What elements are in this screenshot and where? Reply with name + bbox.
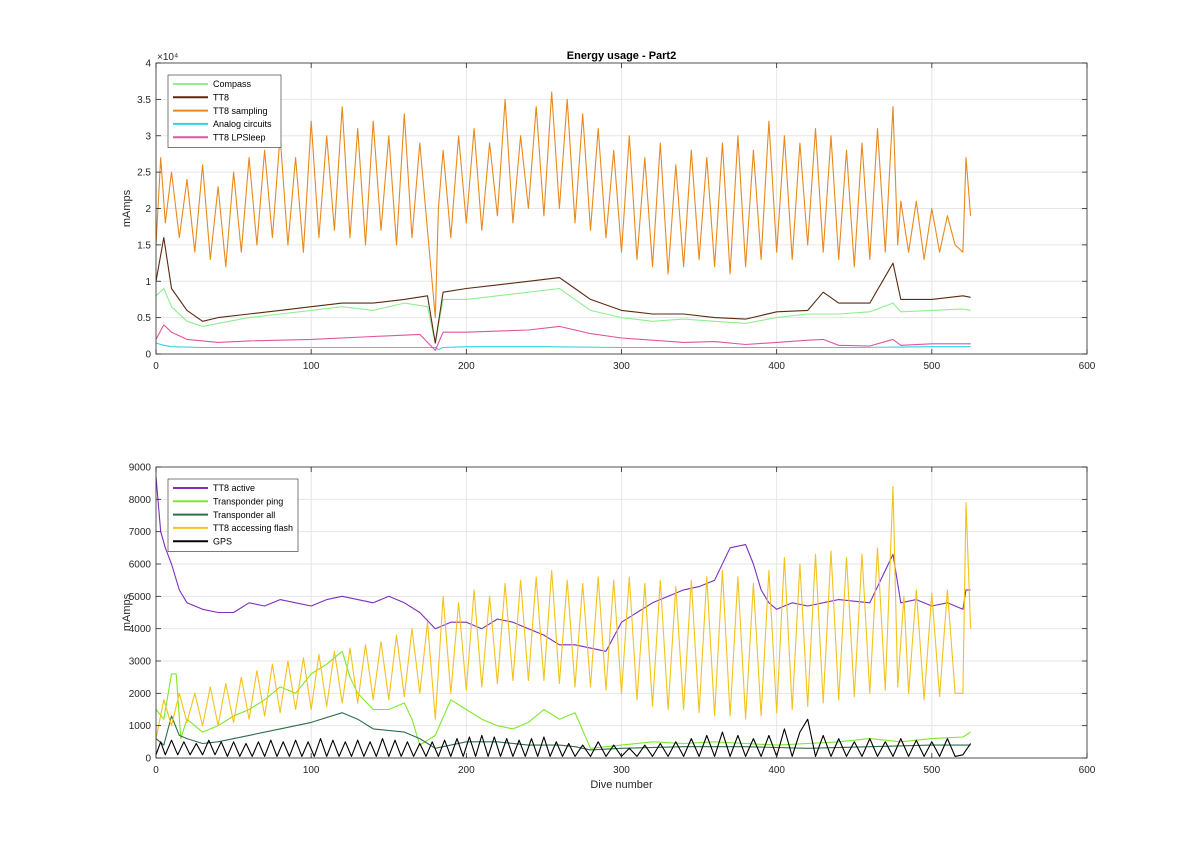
series-line-tt8-sampling [156,91,972,319]
legend-label: Analog circuits [213,119,272,129]
y-axis-label: mAmps [121,593,133,631]
x-tick-label: 300 [613,361,630,372]
y-tick-label: 8000 [129,495,152,506]
x-tick-label: 400 [768,361,785,372]
series-line-tt8-accessing-flash [156,485,972,739]
y-tick-label: 9000 [129,463,152,474]
chart-2: 0 100 200 300 400 500 600010002000300040005000… [121,463,1096,792]
series-lines [156,476,972,757]
legend-label: TT8 active [213,483,255,493]
legend-label: TT8 sampling [213,106,268,116]
x-tick-label: 0 [153,765,159,776]
legend: TT8 active Transponder ping Transponder al… [167,478,299,552]
y-tick-label: 1.5 [137,240,151,251]
y-tick-label: 7000 [129,527,152,538]
y-tick-label: 2 [145,204,151,215]
y-tick-label: 0 [145,754,151,765]
y-tick-label: 1 [145,277,151,288]
legend-label: Transponder all [213,510,275,520]
legend: Compass TT8 TT8 sampling Analog circuits TT8… [167,74,282,148]
x-tick-label: 500 [923,765,940,776]
y-tick-label: 3 [145,131,151,142]
legend-label: Compass [213,79,252,89]
y-axis-exponent: ×10⁴ [157,52,178,63]
x-tick-label: 200 [458,361,475,372]
y-tick-label: 3000 [129,657,152,668]
legend-label: TT8 [213,93,229,103]
series-lines [156,91,972,351]
legend-label: TT8 accessing flash [213,523,293,533]
y-tick-label: 6000 [129,560,152,571]
legend-label: Transponder ping [213,497,283,507]
x-tick-label: 500 [923,361,940,372]
y-tick-label: 2.5 [137,168,151,179]
series-line-tt8-lpsleep [156,324,971,351]
chart-1: 0 100 200 300 400 500 600 0 0.5 1 1.5 2 2.5 3 3.5 4 ×10⁴… [121,50,1096,372]
x-tick-label: 600 [1079,361,1096,372]
legend-label: GPS [213,536,232,546]
y-tick-label: 1000 [129,721,152,732]
y-tick-label: 2000 [129,689,152,700]
x-tick-label: 100 [303,765,320,776]
legend-label: TT8 LPSleep [213,132,266,142]
series-line-analog-circuits [156,342,971,351]
y-tick-label: 5000 [129,592,152,603]
y-tick-label: 4000 [129,624,152,635]
series-line-tt8 [156,237,971,344]
y-tick-label: 0.5 [137,313,151,324]
x-tick-label: 0 [153,361,159,372]
x-tick-label: 600 [1079,765,1096,776]
y-axis-label: mAmps [121,189,133,227]
y-tick-label: 3.5 [137,95,151,106]
series-line-compass [156,287,971,344]
series-line-gps [156,718,972,757]
x-tick-label: 300 [613,765,630,776]
chart-title: Energy usage - Part2 [567,50,676,62]
y-tick-label: 0 [145,350,151,361]
y-tick-label: 4 [145,59,151,70]
x-tick-label: 200 [458,765,475,776]
x-axis-label: Dive number [590,779,653,791]
x-tick-label: 100 [303,361,320,372]
series-line-transponder-all [156,712,971,751]
x-tick-label: 400 [768,765,785,776]
